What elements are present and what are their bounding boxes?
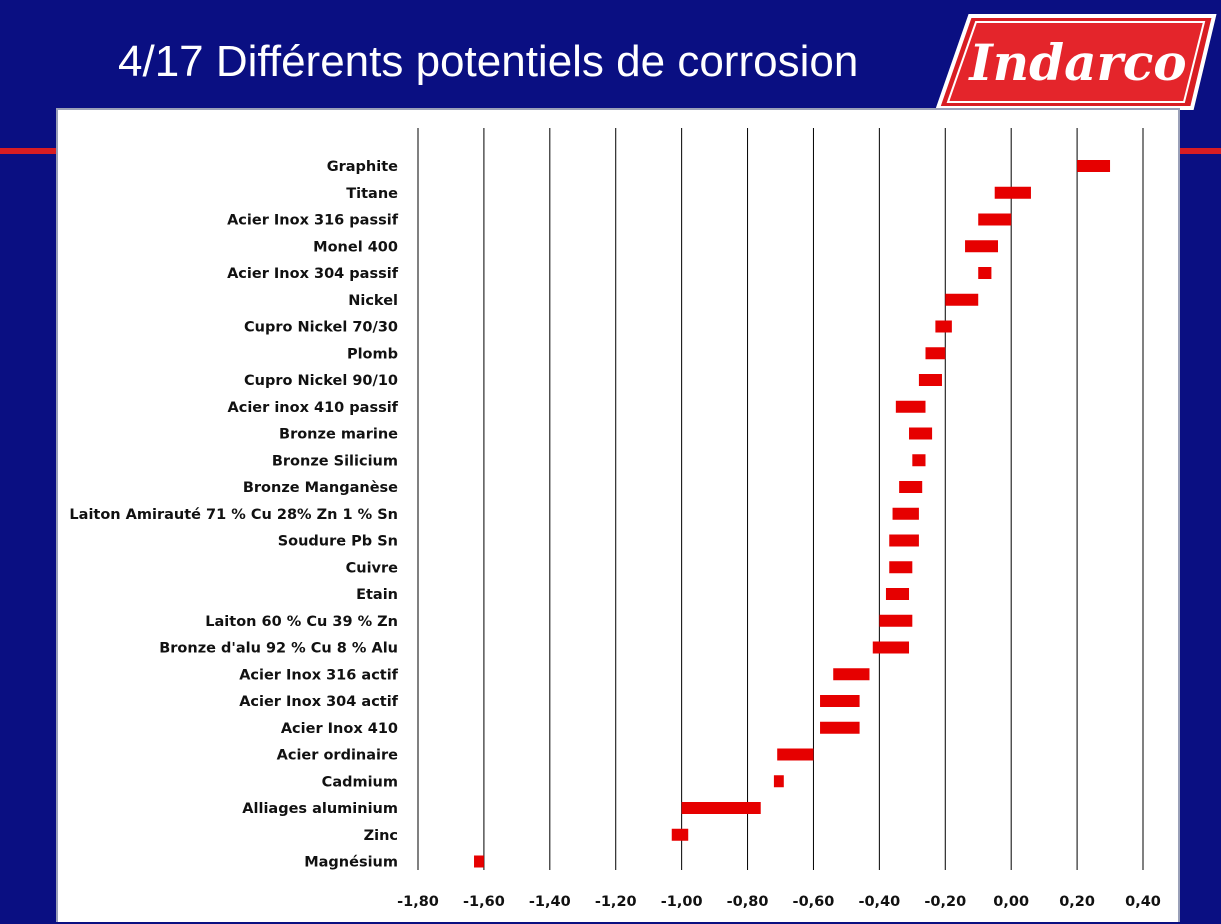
- category-label: Etain: [356, 587, 398, 603]
- x-tick-label: 0,00: [993, 894, 1029, 910]
- range-bar: [885, 588, 910, 600]
- category-label: Cupro Nickel 70/30: [244, 320, 398, 336]
- category-label: Soudure Pb Sn: [278, 534, 398, 550]
- range-bar: [773, 775, 784, 788]
- x-tick-label: -0,60: [793, 894, 835, 910]
- category-label: Laiton Amirauté 71 % Cu 28% Zn 1 % Sn: [69, 507, 398, 523]
- range-bar: [872, 641, 910, 654]
- x-tick-label: -1,40: [529, 894, 571, 910]
- category-label: Acier Inox 410: [281, 721, 398, 737]
- range-bar: [892, 507, 919, 520]
- category-label: Bronze marine: [279, 427, 398, 443]
- x-tick-label: -0,40: [858, 894, 900, 910]
- x-tick-label: 0,40: [1125, 894, 1161, 910]
- slide-title: 4/17 Différents potentiels de corrosion: [118, 37, 859, 86]
- x-tick-label: -0,20: [924, 894, 966, 910]
- category-labels: Graphite Titane Acier Inox 316 passif Monel…: [69, 159, 398, 871]
- category-label: Alliages aluminium: [242, 801, 398, 817]
- range-bar: [978, 213, 1012, 226]
- range-bar: [833, 668, 870, 681]
- category-label: Titane: [346, 186, 398, 202]
- x-axis-tick-labels: -1,80 -1,60 -1,40 -1,20 -1,00 -0,80 -0,60 -0,40…: [397, 894, 1161, 910]
- bars: [474, 160, 1111, 868]
- range-bar: [965, 240, 998, 253]
- x-tick-label: -0,80: [727, 894, 769, 910]
- category-label: Acier Inox 316 passif: [227, 213, 399, 229]
- category-label: Acier Inox 304 actif: [239, 694, 398, 710]
- category-label: Bronze Silicium: [272, 453, 398, 469]
- range-bar: [671, 828, 689, 841]
- category-label: Cadmium: [322, 774, 398, 790]
- range-bar: [1077, 160, 1111, 172]
- category-label: Acier inox 410 passif: [228, 400, 399, 416]
- category-label: Nickel: [348, 293, 398, 309]
- category-label: Laiton 60 % Cu 39 % Zn: [205, 614, 398, 630]
- category-label: Cupro Nickel 90/10: [244, 373, 398, 389]
- logo-text: Indarco: [967, 33, 1186, 92]
- range-bar: [935, 320, 952, 333]
- x-tick-label: -1,20: [595, 894, 637, 910]
- range-bar: [820, 721, 860, 734]
- grid-lines: [417, 128, 1144, 870]
- category-label: Graphite: [327, 159, 398, 175]
- category-label: Acier Inox 304 passif: [227, 266, 399, 282]
- header-rule-right: [1180, 148, 1221, 154]
- category-label: Bronze d'alu 92 % Cu 8 % Alu: [159, 641, 398, 657]
- range-bar: [820, 695, 860, 707]
- range-bar: [879, 614, 913, 627]
- indarco-logo: Indarco: [935, 14, 1217, 110]
- range-bar: [899, 481, 923, 493]
- range-bar: [994, 186, 1031, 199]
- range-bar: [918, 374, 942, 386]
- header-rule-left: [0, 148, 56, 154]
- x-tick-label: 0,20: [1059, 894, 1095, 910]
- range-bar: [925, 347, 946, 360]
- range-bar: [889, 534, 919, 547]
- x-tick-label: -1,00: [661, 894, 703, 910]
- x-tick-label: -1,80: [397, 894, 439, 910]
- range-bar: [895, 400, 926, 413]
- range-bar: [474, 855, 484, 868]
- range-bar: [909, 427, 933, 440]
- range-bar: [912, 454, 926, 467]
- corrosion-potential-chart: Graphite Titane Acier Inox 316 passif Monel…: [69, 128, 1161, 910]
- category-label: Zinc: [364, 828, 398, 844]
- range-bar: [978, 267, 992, 279]
- range-bar: [889, 561, 913, 574]
- range-bar: [681, 802, 761, 814]
- range-bar: [777, 748, 814, 761]
- range-bar: [945, 293, 979, 306]
- category-label: Monel 400: [313, 239, 398, 255]
- category-label: Magnésium: [304, 855, 398, 871]
- category-label: Bronze Manganèse: [243, 480, 398, 496]
- chart-panel: Graphite Titane Acier Inox 316 passif Monel…: [56, 108, 1180, 922]
- x-tick-label: -1,60: [463, 894, 505, 910]
- category-label: Acier ordinaire: [277, 748, 399, 764]
- category-label: Acier Inox 316 actif: [239, 667, 398, 683]
- category-label: Cuivre: [346, 560, 399, 576]
- category-label: Plomb: [347, 346, 398, 362]
